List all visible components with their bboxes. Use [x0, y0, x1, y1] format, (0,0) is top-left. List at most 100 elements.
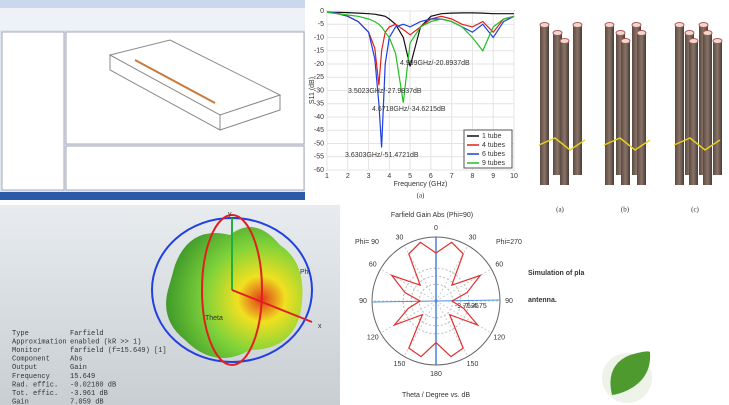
tube-top — [675, 23, 684, 28]
tube-top — [573, 23, 582, 28]
tube-top — [621, 39, 630, 44]
x-tick-label: 7 — [450, 173, 454, 180]
tube — [573, 25, 582, 175]
theta-tick-label: 120 — [367, 334, 379, 341]
tube — [605, 25, 614, 185]
panel-label: (a) — [417, 192, 425, 200]
collage: (a)(b)(c) 0-5-10-15-20-25-30-35-40-45-50… — [0, 0, 729, 405]
legend-label: 9 tubes — [482, 160, 505, 167]
tube-top — [605, 23, 614, 28]
info-cell: Gain — [12, 399, 29, 405]
taskbar — [0, 192, 305, 200]
info-cell: -3.961 dB — [70, 390, 108, 398]
tube — [621, 41, 630, 185]
tube-label: (c) — [691, 206, 699, 214]
info-cell: -0.02180 dB — [70, 381, 116, 389]
x-tick-label: 3 — [367, 173, 371, 180]
info-cell: 15.649 — [70, 373, 95, 381]
tube-label: (b) — [621, 206, 630, 214]
legend-label: 4 tubes — [482, 142, 505, 149]
tube-top — [632, 23, 641, 28]
annotation: 3.5023GHz/-27.9837dB — [348, 88, 422, 95]
theta-tick-label: 30 — [396, 235, 404, 242]
info-cell: enabled (kR >> 1) — [70, 338, 141, 346]
info-cell: Tot. effic. — [12, 390, 58, 398]
y-axis-label: S11 (dB) — [309, 77, 316, 104]
tube — [560, 41, 569, 185]
tube-top — [703, 31, 712, 36]
y-tick-label: -45 — [314, 127, 324, 134]
tube-figures: (a) (b) (c) — [525, 0, 729, 215]
info-cell: Type — [12, 330, 29, 338]
theta-tick-label: 90 — [505, 298, 513, 305]
polar-left-label: Phi= 90 — [355, 239, 379, 246]
y-tick-label: -10 — [314, 34, 324, 41]
caption-line: antenna. — [528, 297, 557, 304]
info-cell: Rad. effic. — [12, 381, 58, 389]
tube — [713, 41, 722, 175]
x-tick-label: 5 — [408, 173, 412, 180]
info-cell: 7.059 dB — [70, 399, 104, 405]
cst-window — [0, 0, 305, 200]
info-cell: Farfield — [70, 330, 104, 338]
y-tick-label: -40 — [314, 114, 324, 121]
info-cell: Component — [12, 356, 50, 364]
theta-tick-label: 150 — [467, 361, 479, 368]
x-tick-label: 4 — [387, 173, 391, 180]
info-cell: Frequency — [12, 373, 50, 381]
tube-label: (a) — [556, 206, 564, 214]
tube-top — [689, 39, 698, 44]
tube-top — [699, 23, 708, 28]
tube — [637, 33, 646, 185]
axis-label: Phi — [300, 269, 311, 276]
y-tick-label: -5 — [318, 21, 324, 28]
info-cell: Approximation — [12, 338, 67, 346]
polar-x-label: Theta / Degree vs. dB — [402, 392, 470, 399]
theta-tick-label: 120 — [493, 334, 505, 341]
tube-top — [637, 31, 646, 36]
farfield-pattern — [166, 227, 302, 358]
tube — [689, 41, 698, 185]
axis-label: x — [318, 323, 322, 330]
r-tick-label: -4.75 — [471, 303, 487, 310]
tube — [675, 25, 684, 185]
page: (a)(b)(c) 0-5-10-15-20-25-30-35-40-45-50… — [0, 0, 729, 405]
annotation: 4.6718GHz/-34.6215dB — [372, 106, 446, 113]
param-table — [66, 146, 304, 190]
polar-right-label: Phi=270 — [496, 239, 522, 246]
polar-spoke — [436, 269, 491, 301]
y-tick-label: -15 — [314, 48, 324, 55]
tree-panel — [2, 32, 64, 190]
y-tick-label: -55 — [314, 154, 324, 161]
legend-label: 1 tube — [482, 133, 502, 140]
tube-top — [553, 31, 562, 36]
annotation: 3.6303GHz/-51.4721dB — [345, 152, 419, 159]
theta-tick-label: 30 — [469, 235, 477, 242]
annotation: 4.999GHz/-20.8937dB — [400, 60, 470, 67]
x-tick-label: 1 — [325, 173, 329, 180]
info-cell: Output — [12, 364, 37, 372]
polar-title: Farfield Gain Abs (Phi=90) — [391, 212, 473, 219]
leaf-icon — [602, 351, 652, 403]
theta-tick-label: 150 — [394, 361, 406, 368]
theta-tick-label: 0 — [434, 225, 438, 232]
tube-top — [685, 31, 694, 36]
toolbar — [0, 8, 305, 30]
info-cell: Gain — [70, 364, 87, 372]
tube-top — [560, 39, 569, 44]
legend-label: 6 tubes — [482, 151, 505, 158]
x-tick-label: 2 — [346, 173, 350, 180]
info-cell: farfield (f=15.649) [1] — [70, 347, 167, 355]
x-tick-label: 6 — [429, 173, 433, 180]
tube-top — [713, 39, 722, 44]
theta-tick-label: 180 — [430, 371, 442, 378]
polar-spoke — [381, 301, 436, 333]
theta-tick-label: 60 — [495, 261, 503, 268]
y-tick-label: -20 — [314, 61, 324, 68]
caption-line: Simulation of pla — [528, 270, 584, 277]
tube-top — [616, 31, 625, 36]
axis-label: Theta — [205, 315, 223, 322]
tube — [703, 33, 712, 185]
theta-tick-label: 90 — [359, 298, 367, 305]
x-tick-label: 9 — [491, 173, 495, 180]
